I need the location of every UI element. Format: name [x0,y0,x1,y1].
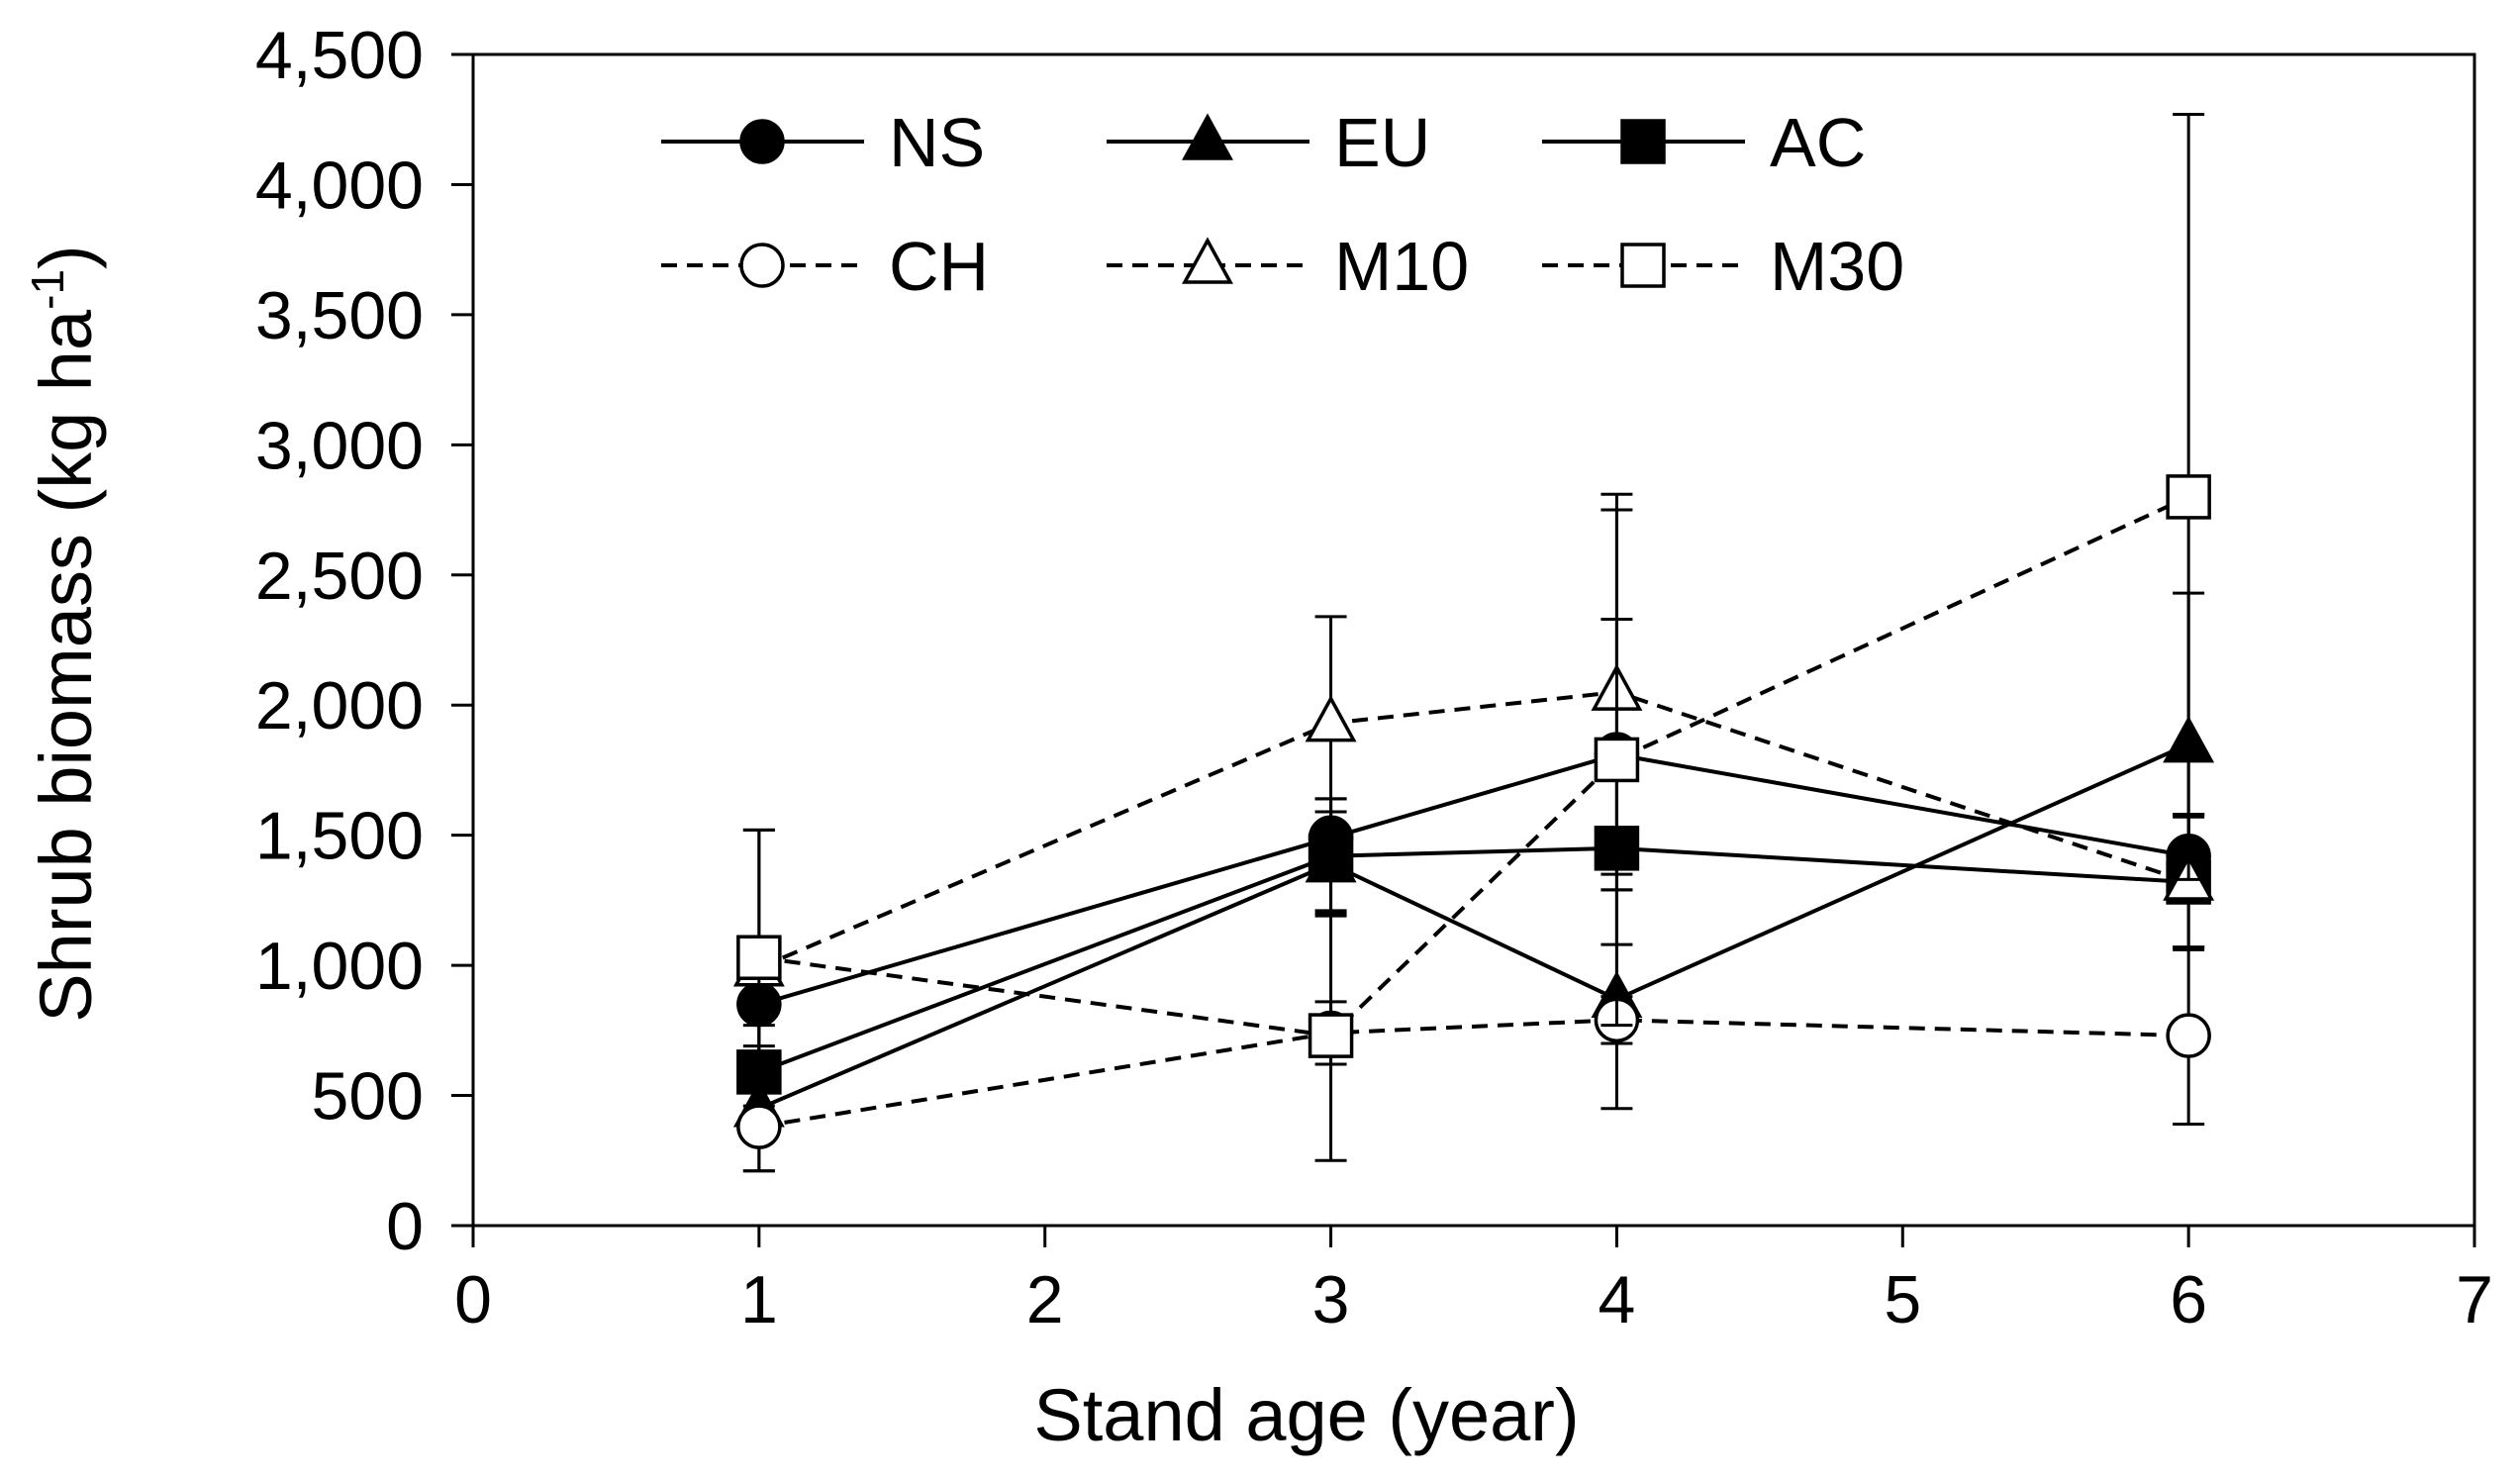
x-axis: 0 1 2 3 4 5 6 7 [454,1226,2493,1337]
legend-item-ns: NS [661,104,985,181]
data-point-m30 [736,935,782,980]
y-tick-label: 1,500 [255,799,424,874]
legend-marker-ns [739,119,785,164]
y-axis: 0 500 1,000 1,500 2,000 2,500 3,000 3,500 4,000 4… [255,18,473,1264]
y-axis-title-main: Shrub biomass (kg ha [25,309,107,1023]
legend-item-eu: EU [1107,104,1430,181]
legend-item-ch: CH [661,228,989,305]
x-tick-label: 6 [2170,1262,2207,1337]
series-line-ns [758,752,2189,1007]
legend-label-m30: M30 [1770,228,1904,305]
legend-marker-ch [739,243,785,288]
series-m30 [736,112,2211,1162]
x-tick-label: 3 [1312,1262,1350,1337]
x-tick-label: 4 [1599,1262,1636,1337]
x-tick-label: 7 [2456,1262,2493,1337]
data-point-ch [736,1104,782,1149]
y-tick-label: 4,500 [255,18,424,93]
legend-marker-m10 [1182,237,1233,284]
legend-marker-ac [1620,119,1666,164]
plot-area [471,52,2476,1228]
y-tick-label: 2,500 [255,539,424,614]
legend-label-m10: M10 [1334,228,1469,305]
data-point-m30 [2166,474,2211,520]
y-tick-label: 4,000 [255,148,424,223]
y-axis-title: Shrub biomass (kg ha-1) [22,245,107,1022]
series-line-eu [758,742,2189,1111]
legend-item-ac: AC [1542,104,1866,181]
x-tick-label: 2 [1026,1262,1064,1337]
legend-label-ns: NS [889,104,985,181]
x-tick-label: 1 [740,1262,778,1337]
y-tick-label: 3,000 [255,408,424,483]
legend-marker-m30 [1620,243,1666,288]
data-point-ch [2166,1013,2211,1058]
data-point-ac [1308,833,1354,879]
series-group [732,112,2215,1173]
legend-label-eu: EU [1334,104,1430,181]
y-tick-label: 0 [386,1189,424,1264]
legend-marker-eu [1182,113,1233,160]
data-point-m30 [1594,737,1640,783]
legend-label-ch: CH [889,228,989,305]
y-tick-label: 3,500 [255,278,424,353]
x-tick-label: 0 [454,1262,492,1337]
legend-label-ac: AC [1770,104,1866,181]
data-point-m10 [1305,694,1357,742]
y-tick-label: 500 [312,1059,424,1135]
x-axis-title: Stand age (year) [1033,1374,1579,1456]
data-point-m30 [1308,1013,1354,1058]
series-line-m10 [758,690,2189,970]
x-tick-label: 5 [1884,1262,1921,1337]
y-axis-title-superscript: -1 [22,269,73,310]
y-tick-label: 1,000 [255,929,424,1004]
legend-item-m10: M10 [1107,228,1469,305]
y-tick-label: 2,000 [255,668,424,743]
legend-item-m30: M30 [1542,228,1904,305]
series-line-ch [758,1018,2189,1130]
series-line-ac [758,845,2189,1074]
series-line-m30 [758,495,2189,1038]
plot-frame [471,52,2476,1228]
y-axis-title-close: ) [25,245,107,269]
legend: NS EU AC CH M10 M30 [661,104,1904,305]
